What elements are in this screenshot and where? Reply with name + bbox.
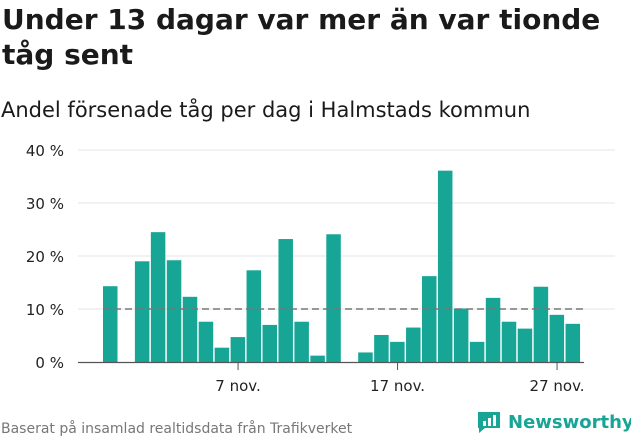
bar xyxy=(278,239,293,362)
x-axis-ticks: 7 nov. 17 nov. 27 nov. xyxy=(215,363,585,395)
bar xyxy=(103,286,118,362)
bar xyxy=(230,337,246,362)
chart-subtitle: Andel försenade tåg per dag i Halmstads … xyxy=(1,98,531,122)
bar xyxy=(198,321,214,362)
y-tick-label: 10 % xyxy=(26,301,64,319)
bar xyxy=(501,321,517,362)
bar xyxy=(517,328,533,362)
bar xyxy=(294,321,309,362)
bar xyxy=(182,296,198,362)
bar xyxy=(150,232,166,362)
bar xyxy=(406,327,421,362)
bar xyxy=(326,234,341,362)
y-axis-ticks: 0 % 10 % 20 % 30 % 40 % xyxy=(26,142,64,372)
bar xyxy=(565,323,581,362)
newsworthy-logo-text: Newsworthy xyxy=(508,411,631,433)
y-tick-label: 0 % xyxy=(35,354,64,372)
y-tick-label: 30 % xyxy=(26,195,64,213)
bar xyxy=(485,297,501,362)
bar xyxy=(262,324,277,362)
y-tick-label: 20 % xyxy=(26,248,64,266)
bar xyxy=(310,355,325,362)
bar xyxy=(214,347,230,362)
x-tick-label: 7 nov. xyxy=(215,377,260,395)
bar xyxy=(437,170,453,362)
bar xyxy=(390,341,405,362)
bar xyxy=(358,352,373,362)
x-tick-label: 27 nov. xyxy=(530,377,585,395)
bar xyxy=(374,334,389,362)
chart-title: Under 13 dagar var mer än var tionde tåg… xyxy=(2,3,601,71)
bar xyxy=(166,260,182,362)
newsworthy-logo-icon xyxy=(478,412,500,433)
bar xyxy=(134,261,150,362)
y-tick-label: 40 % xyxy=(26,142,64,160)
bar xyxy=(533,286,549,362)
bar xyxy=(422,276,437,362)
source-note: Baserat på insamlad realtidsdata från Tr… xyxy=(1,421,353,437)
bar xyxy=(246,270,262,362)
newsworthy-logo: Newsworthy xyxy=(476,408,631,436)
bar xyxy=(469,341,485,362)
bar xyxy=(549,314,565,362)
bar xyxy=(453,308,469,362)
x-tick-label: 17 nov. xyxy=(370,377,425,395)
bars xyxy=(103,170,581,362)
bar-chart: 0 % 10 % 20 % 30 % 40 % 7 nov. 17 nov. 27 nov. xyxy=(26,142,615,395)
